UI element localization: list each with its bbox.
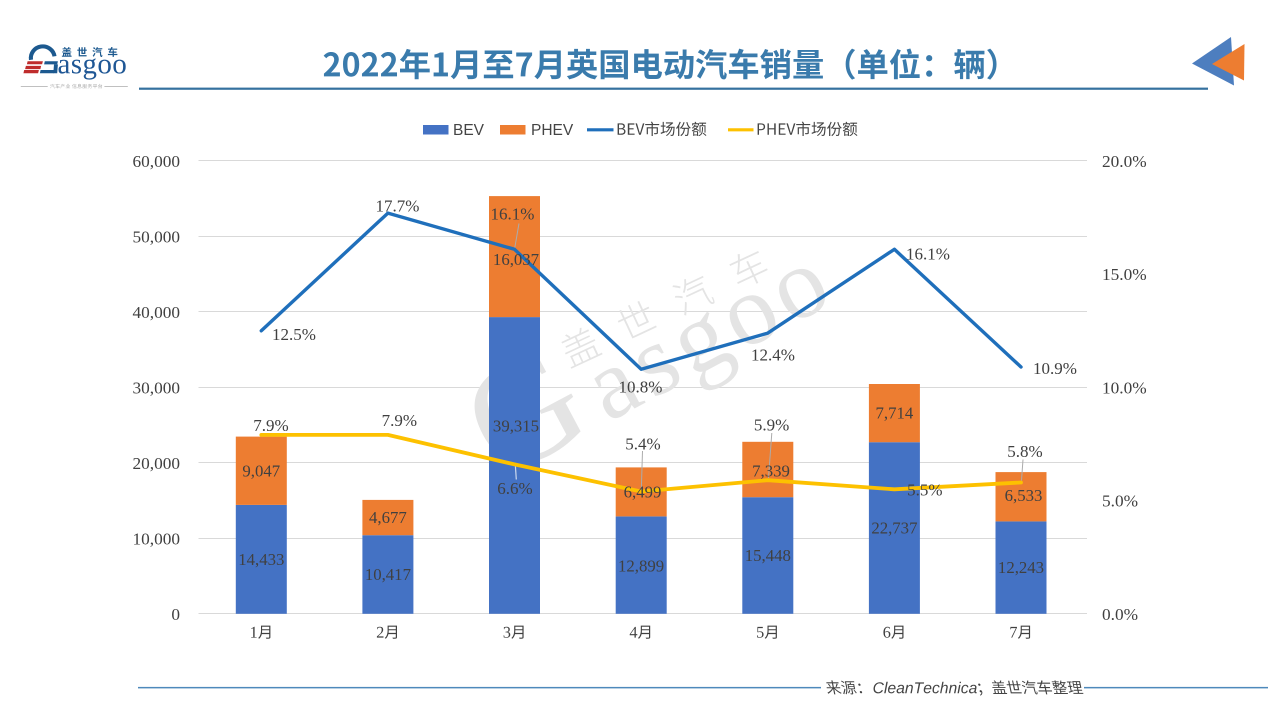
svg-text:39,315: 39,315 <box>493 417 539 436</box>
svg-text:50,000: 50,000 <box>132 227 180 246</box>
svg-text:7.9%: 7.9% <box>382 411 417 430</box>
svg-text:5.4%: 5.4% <box>625 434 660 453</box>
svg-text:20,000: 20,000 <box>132 454 180 473</box>
svg-text:16.1%: 16.1% <box>491 204 535 223</box>
svg-text:12.4%: 12.4% <box>751 345 795 364</box>
svg-text:20.0%: 20.0% <box>1102 152 1147 171</box>
svg-text:60,000: 60,000 <box>132 152 180 171</box>
svg-text:17.7%: 17.7% <box>376 196 420 215</box>
svg-text:7.9%: 7.9% <box>253 416 288 435</box>
svg-text:6,533: 6,533 <box>1005 486 1043 505</box>
svg-text:15,448: 15,448 <box>745 546 791 565</box>
svg-text:10,417: 10,417 <box>365 565 411 584</box>
svg-text:9,047: 9,047 <box>242 461 280 480</box>
svg-text:14,433: 14,433 <box>238 550 284 569</box>
svg-text:BEV: BEV <box>453 122 485 139</box>
svg-text:12.5%: 12.5% <box>272 325 316 344</box>
svg-text:4,677: 4,677 <box>369 508 407 527</box>
svg-text:PHEV: PHEV <box>531 122 574 139</box>
svg-text:0.0%: 0.0% <box>1102 605 1138 624</box>
svg-text:15.0%: 15.0% <box>1102 265 1147 284</box>
svg-text:22,737: 22,737 <box>871 519 917 538</box>
svg-text:12,899: 12,899 <box>618 556 664 575</box>
svg-text:5.5%: 5.5% <box>907 480 942 499</box>
svg-text:10,000: 10,000 <box>132 529 180 548</box>
svg-text:16.1%: 16.1% <box>906 244 950 263</box>
svg-text:5.8%: 5.8% <box>1007 442 1042 461</box>
svg-text:10.9%: 10.9% <box>1033 359 1077 378</box>
svg-text:5.9%: 5.9% <box>754 415 789 434</box>
svg-text:16,037: 16,037 <box>493 250 539 269</box>
svg-text:40,000: 40,000 <box>132 303 180 322</box>
svg-text:6,499: 6,499 <box>624 483 662 502</box>
svg-text:7,339: 7,339 <box>752 461 790 480</box>
svg-text:30,000: 30,000 <box>132 378 180 397</box>
svg-text:6.6%: 6.6% <box>497 479 532 498</box>
svg-text:10.0%: 10.0% <box>1102 378 1147 397</box>
svg-text:7,714: 7,714 <box>876 404 914 423</box>
svg-text:12,243: 12,243 <box>998 558 1044 577</box>
svg-text:10.8%: 10.8% <box>619 377 663 396</box>
svg-text:5.0%: 5.0% <box>1102 492 1138 511</box>
svg-text:0: 0 <box>171 605 180 624</box>
